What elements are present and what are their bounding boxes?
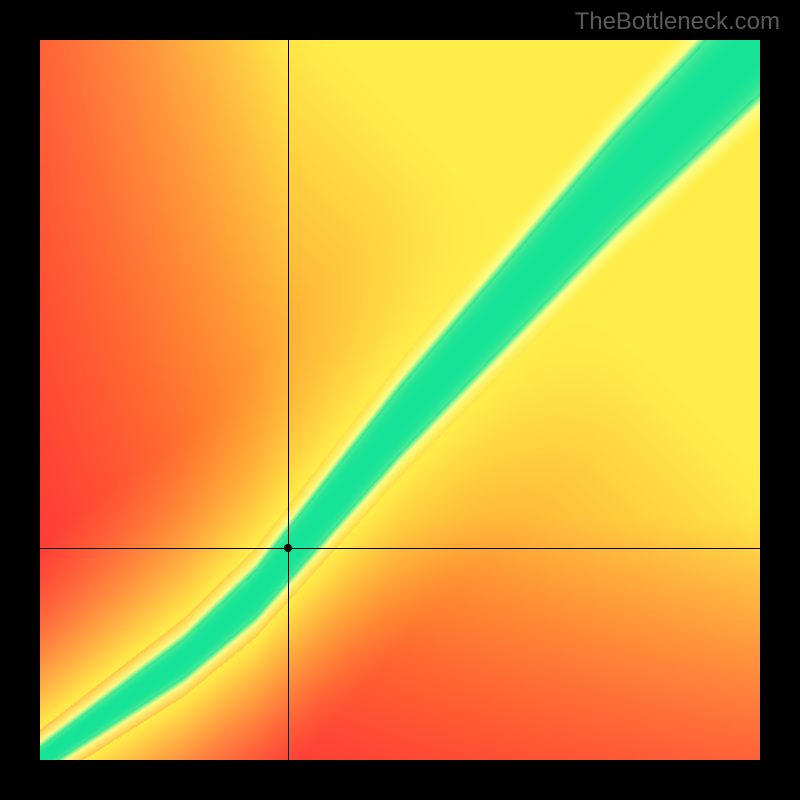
chart-frame: TheBottleneck.com xyxy=(0,0,800,800)
heatmap-canvas xyxy=(40,40,760,760)
crosshair-marker xyxy=(284,544,292,552)
crosshair-horizontal xyxy=(40,548,760,549)
crosshair-vertical xyxy=(288,40,289,760)
heatmap-plot xyxy=(40,40,760,760)
watermark-text: TheBottleneck.com xyxy=(575,8,780,36)
